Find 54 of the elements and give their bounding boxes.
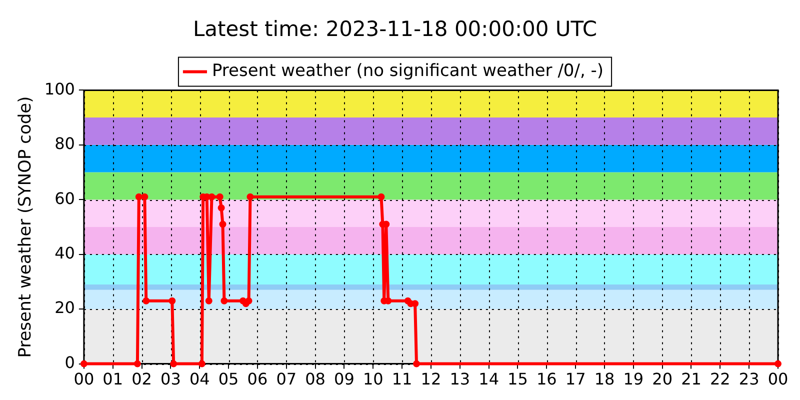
chart-title: Latest time: 2023-11-18 00:00:00 UTC (192, 17, 598, 42)
legend-label: Present weather (no significant weather /0/, -) (212, 61, 604, 82)
x-tick-label: 13 (450, 370, 470, 389)
point (80, 360, 88, 368)
x-tick-label: 06 (247, 370, 268, 389)
y-tick-label: 20 (54, 298, 75, 318)
point (246, 193, 254, 200)
x-tick-label: 17 (565, 370, 586, 389)
x-tick-label: 23 (738, 370, 760, 389)
x-tick-label: 15 (508, 370, 528, 389)
point (205, 297, 212, 304)
y-tick-label: 60 (54, 188, 75, 208)
point (141, 193, 148, 200)
x-tick-label: 14 (478, 370, 499, 389)
x-tick-label: 04 (189, 370, 210, 389)
x-tick-label: 10 (362, 370, 384, 389)
point (245, 297, 252, 304)
y-tick-label: 100 (44, 79, 75, 98)
x-tick-label: 03 (160, 370, 181, 389)
point (135, 193, 142, 200)
x-tick-label: 00 (768, 370, 788, 389)
point (218, 204, 225, 212)
point (378, 193, 385, 200)
x-tick-label: 00 (74, 370, 94, 389)
point (413, 360, 420, 368)
x-tick-label: 16 (536, 370, 557, 389)
y-tick-label: 40 (54, 244, 75, 263)
x-tick-label: 21 (681, 370, 702, 389)
x-tick-label: 07 (276, 370, 297, 389)
y-tick-label: 80 (54, 134, 75, 154)
y-tick-label: 0 (64, 352, 75, 372)
x-tick-label: 20 (652, 370, 673, 389)
point (216, 193, 224, 200)
x-tick-label: 05 (218, 370, 239, 389)
point (412, 300, 419, 308)
x-tick-label: 19 (623, 370, 644, 389)
point (208, 193, 216, 200)
point (774, 360, 782, 368)
x-tick-label: 22 (710, 370, 730, 389)
point (142, 297, 150, 304)
x-tick-label: 02 (132, 370, 152, 389)
point (168, 297, 176, 304)
x-tick-label: 11 (392, 370, 412, 389)
point (220, 297, 228, 304)
x-tick-label: 18 (594, 370, 615, 389)
point (219, 220, 226, 228)
y-axis-title: Present weather (SYNOP code) (16, 96, 36, 358)
x-tick-label: 01 (102, 370, 124, 389)
x-tick-label: 09 (334, 370, 354, 389)
x-tick-label: 08 (305, 370, 326, 389)
point (170, 360, 178, 368)
point (198, 360, 206, 368)
point (134, 360, 141, 368)
x-tick-label: 12 (420, 370, 442, 389)
